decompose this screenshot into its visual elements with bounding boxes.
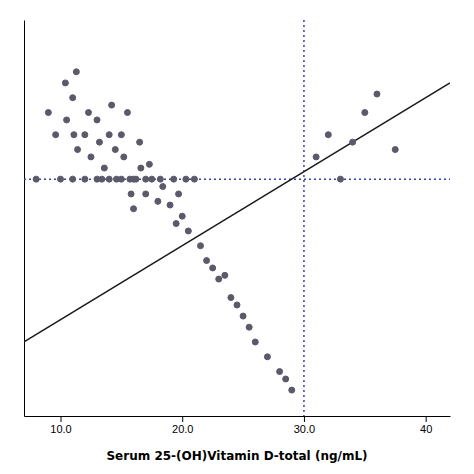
scatter-point — [149, 176, 155, 182]
scatter-point — [222, 272, 228, 278]
x-tick-label: 20.0 — [172, 423, 193, 435]
chart: 10.0 20.0 30.0 40 Serum 25-(OH)Vitamin D-tot… — [0, 0, 474, 474]
scatter-point — [86, 110, 92, 116]
scatter-point — [133, 176, 139, 182]
scatter-point — [183, 176, 189, 182]
scatter-point — [283, 376, 289, 382]
x-tick-mark — [61, 416, 62, 422]
scatter-point — [58, 176, 64, 182]
scatter-point — [62, 80, 68, 86]
scatter-point — [155, 198, 161, 204]
x-tick: 10.0 — [50, 416, 71, 435]
x-tick-mark — [182, 416, 183, 422]
marks — [24, 20, 450, 416]
scatter-point — [240, 313, 246, 319]
y-axis-line — [24, 21, 25, 417]
scatter-point — [197, 243, 203, 249]
scatter-point — [313, 154, 319, 160]
scatter-point — [137, 139, 143, 145]
x-axis-line — [25, 416, 451, 417]
scatter-point — [64, 117, 70, 123]
scatter-point — [101, 165, 107, 171]
scatter-point — [264, 354, 270, 360]
scatter-point — [374, 91, 380, 97]
scatter-point — [106, 176, 112, 182]
scatter-point — [234, 302, 240, 308]
scatter-point — [252, 339, 258, 345]
scatter-point — [167, 202, 173, 208]
scatter-point — [112, 147, 118, 153]
scatter-point — [82, 132, 88, 138]
scatter-point — [210, 265, 216, 271]
scatter-point — [157, 176, 163, 182]
scatter-point — [75, 147, 81, 153]
scatter-point — [216, 276, 222, 282]
scatter-point — [143, 191, 149, 197]
scatter-point — [118, 176, 124, 182]
scatter-point — [350, 139, 356, 145]
plot-area: 10.0 20.0 30.0 40 Serum 25-(OH)Vitamin D-tot… — [24, 20, 451, 463]
scatter-point — [204, 258, 210, 264]
x-tick-label: 40 — [420, 423, 432, 435]
scatter-point — [171, 176, 177, 182]
x-tick-mark — [304, 416, 305, 422]
x-axis-title: Serum 25-(OH)Vitamin D-total (ng/mL) — [106, 449, 367, 463]
scatter-point — [289, 387, 295, 393]
scatter-point — [45, 110, 51, 116]
scatter-point — [118, 132, 124, 138]
scatter-point — [362, 110, 368, 116]
x-tick: 40 — [420, 416, 432, 435]
scatter-point — [228, 295, 234, 301]
scatter-point — [70, 95, 76, 101]
scatter-point — [146, 161, 152, 167]
scatter-point — [53, 132, 59, 138]
scatter-point — [173, 221, 179, 227]
scatter-point — [33, 176, 39, 182]
scatter-point — [82, 176, 88, 182]
scatter-point — [106, 132, 112, 138]
scatter-point — [94, 117, 100, 123]
scatter-point — [246, 324, 252, 330]
scatter-point — [277, 369, 283, 375]
x-tick: 20.0 — [172, 416, 193, 435]
scatter-point — [143, 176, 149, 182]
scatter-point — [337, 176, 343, 182]
scatter-point — [124, 110, 130, 116]
scatter-point — [160, 184, 166, 190]
x-tick-label: 30.0 — [294, 423, 315, 435]
scatter-point — [73, 69, 79, 75]
scatter-point — [131, 206, 137, 212]
scatter-point — [99, 176, 105, 182]
scatter-point — [96, 139, 102, 145]
scatter-point — [109, 102, 115, 108]
scatter-point — [325, 132, 331, 138]
vertical-reference-line — [303, 20, 305, 416]
scatter-point — [392, 147, 398, 153]
scatter-point — [191, 176, 197, 182]
scatter-point — [176, 191, 182, 197]
scatter-point — [179, 213, 185, 219]
x-tick: 30.0 — [294, 416, 315, 435]
x-axis: 10.0 20.0 30.0 40 — [25, 416, 451, 435]
scatter-point — [128, 191, 134, 197]
scatter-point — [121, 154, 127, 160]
scatter-point — [70, 176, 76, 182]
regression-line — [24, 83, 450, 342]
y-axis — [24, 21, 25, 417]
scatter-point — [138, 165, 144, 171]
x-tick-label: 10.0 — [50, 423, 71, 435]
scatter-point — [185, 228, 191, 234]
scatter-point — [88, 154, 94, 160]
x-tick-mark — [426, 416, 427, 422]
scatter-point — [71, 132, 77, 138]
